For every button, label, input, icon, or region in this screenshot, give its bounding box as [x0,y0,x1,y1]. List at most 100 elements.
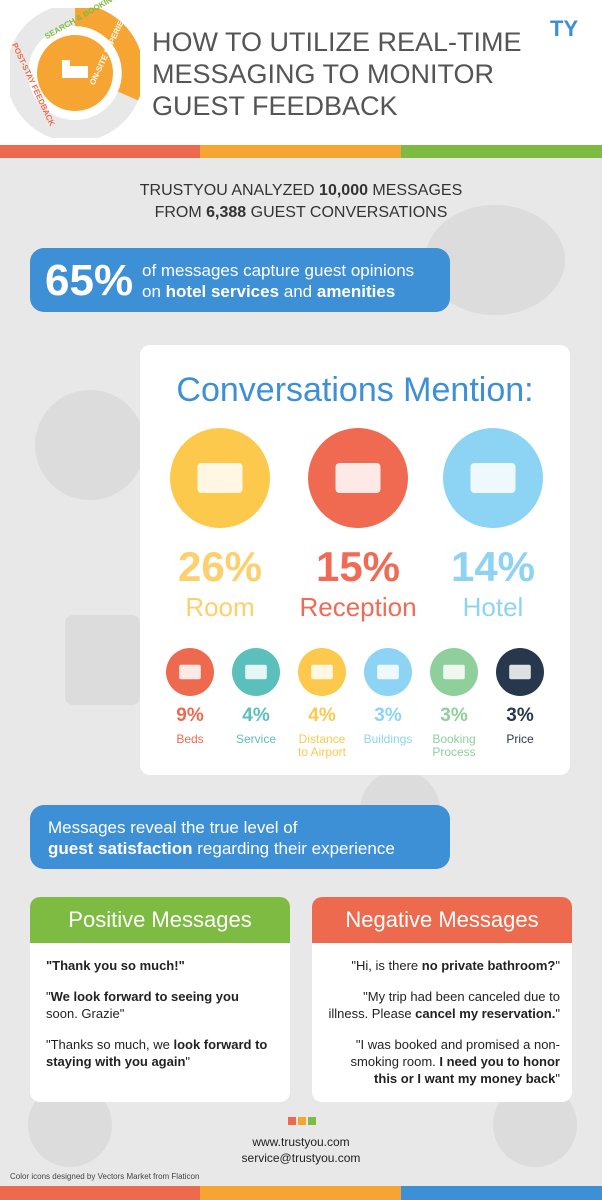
icon [308,428,408,528]
negative-box: Negative Messages "Hi, is there no priva… [312,897,572,1102]
minor-label: Beds [176,732,204,746]
text-part: Messages reveal the true level of [48,818,298,837]
mention-value: 14% [450,543,536,590]
text-line: TRUSTYOU ANALYZED 10,000 MESSAGES [0,180,602,202]
text-line: of messages capture guest opinions [142,260,414,281]
mention-label: Hotel [462,592,524,622]
text-line: Messages reveal the true level of [48,817,395,838]
text-part: and [279,282,317,301]
stripe [401,1186,602,1200]
background-icons [28,205,577,1167]
stripe [200,1186,401,1200]
minor-value: 9% [176,705,204,726]
text-part: I need you to honor this or I want my mo… [374,1054,560,1086]
text-part: MESSAGES [367,182,463,199]
stripe [401,145,602,158]
mention-value: 26% [177,543,263,590]
mention-value: 15% [315,543,401,590]
text-part: "I was booked and promised a non-smoking… [350,1037,560,1069]
minor-label: Booking Process [432,732,476,759]
text-part: on [142,282,166,301]
positive-title: Positive Messages [30,897,290,943]
minor-label: Price [506,732,534,746]
quote: "Thank you so much!" [46,957,274,974]
text-part: TRUSTYOU ANALYZED [139,182,320,199]
text-part: GUEST CONVERSATIONS [246,204,448,221]
text-part: look forward to staying with you again [46,1037,268,1069]
text-part: guest satisfaction [48,839,193,858]
text-part: 10,000 [319,182,368,199]
quote: "My trip had been canceled due to illnes… [328,988,560,1022]
quote: "Hi, is there no private bathroom?" [328,957,560,974]
text-part: " [555,958,560,973]
stripe [0,145,200,158]
text-part: "Thank you so much!" [46,958,185,973]
email: service@trustyou.com [241,1151,361,1165]
text-part: of messages capture guest opinions [142,261,415,280]
footer-icon [288,1117,316,1125]
text-part: " [46,989,51,1004]
minor-label: Distance to Airport [297,732,347,759]
credit: Color icons designed by Vectors Market f… [10,1172,200,1181]
text-line: on hotel services and amenities [142,281,414,302]
text-part: hotel services [165,282,280,301]
icon [232,648,280,696]
cycle-graphic [10,8,140,138]
quote: "Thanks so much, we look forward to stay… [46,1036,274,1070]
minor-value: 3% [506,705,534,726]
intro: TRUSTYOU ANALYZED 10,000 MESSAGES FROM 6,… [0,180,602,224]
satisfaction-bubble: Messages reveal the true level of guest s… [30,805,450,869]
text-part: "Thanks so much, we [46,1037,174,1052]
positive-quotes: "Thank you so much!" "We look forward to … [30,943,290,1070]
text-part: "My trip had been canceled due to illnes… [328,989,560,1021]
icon [166,648,214,696]
minor-value: 3% [440,705,468,726]
positive-box: Positive Messages "Thank you so much!" "W… [30,897,290,1102]
icon [364,648,412,696]
website: www.trustyou.com [252,1135,350,1149]
minor-label: Buildings [363,732,413,746]
text-part: 6,388 [206,204,247,221]
text-part: " [555,1071,560,1086]
icon [298,648,346,696]
stat-bubble: 65% of messages capture guest opinions on… [30,248,450,312]
icon [430,648,478,696]
icon [170,428,270,528]
title: HOW TO UTILIZE REAL-TIME MESSAGING TO MON… [152,26,552,122]
mentions-title: Conversations Mention: [176,371,534,409]
text-line: FROM 6,388 GUEST CONVERSATIONS [0,202,602,224]
stat-text: of messages capture guest opinions on hot… [142,260,414,302]
text-part: " [185,1054,191,1069]
logo: TY [550,16,579,41]
quote: "I was booked and promised a non-smoking… [328,1036,560,1087]
minor-value: 3% [374,705,402,726]
text-part: cancel my reservation. [415,1006,556,1021]
title-line: GUEST FEEDBACK [152,91,398,121]
stripe [200,145,401,158]
text-part: soon. Grazie" [46,1006,125,1021]
stat-number: 65% [45,256,134,305]
negative-title: Negative Messages [312,897,572,943]
title-line: MESSAGING TO MONITOR [152,59,495,89]
text-line: guest satisfaction regarding their exper… [48,838,395,859]
text-part: "Hi, is there [351,958,422,973]
text-part: no private bathroom? [421,958,556,973]
quote: "We look forward to seeing you soon. Gra… [46,988,274,1022]
mentions-card: Conversations Mention: [140,345,570,775]
minor-value: 4% [308,705,336,726]
text-part: FROM [154,204,207,221]
text-part: " [555,1006,560,1021]
mention-label: Room [185,592,255,622]
mention-label: Reception [299,592,417,622]
minor-value: 4% [242,705,270,726]
title-line: HOW TO UTILIZE REAL-TIME [152,27,522,57]
text-part: We look forward to seeing you [50,989,239,1004]
icon [443,428,543,528]
negative-quotes: "Hi, is there no private bathroom?" "My t… [312,943,572,1087]
text-part: amenities [316,282,396,301]
text-part: regarding their experience [192,839,395,858]
stripe [0,1186,200,1200]
minor-label: Service [235,732,276,746]
satisfaction-text: Messages reveal the true level of guest s… [48,817,395,859]
